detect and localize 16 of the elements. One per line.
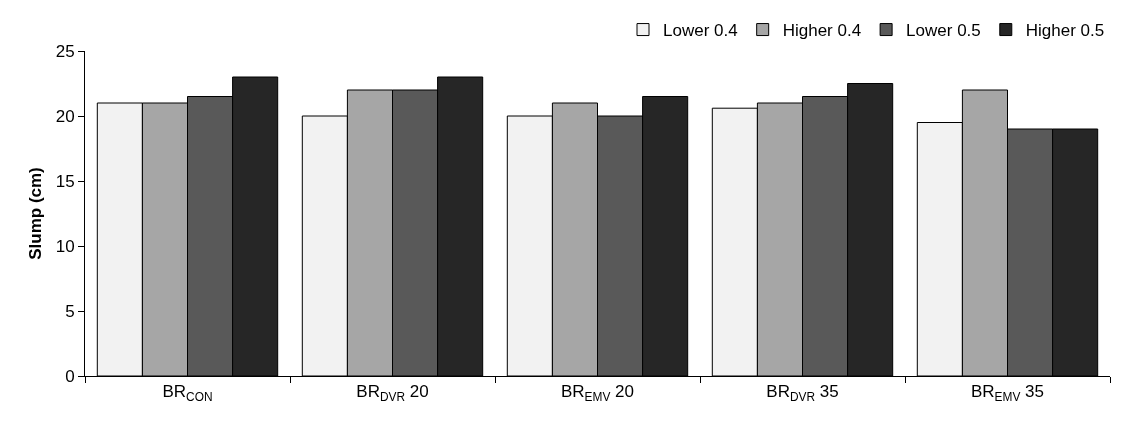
x-tick-label: BR$_{DVR}$ 20: [356, 382, 429, 404]
legend-label: Lower 0.4: [663, 21, 738, 41]
y-tick-label: 15: [55, 171, 75, 191]
x-tick-label: BR$_{CON}$: [162, 382, 213, 404]
y-tick-label: 20: [55, 106, 75, 126]
legend-label: Lower 0.5: [906, 21, 981, 41]
y-axis-title: Slump (cm): [26, 167, 45, 260]
y-tick-label: 10: [55, 236, 75, 256]
x-tick-label: BR$_{DVR}$ 35: [766, 382, 839, 404]
y-tick-label: 25: [55, 41, 75, 61]
legend-label: Higher 0.5: [1025, 21, 1105, 41]
x-tick-label: BR$_{EMV}$ 35: [970, 382, 1045, 404]
x-tick-label: BR$_{EMV}$ 20: [560, 382, 635, 404]
y-tick-label: 0: [65, 366, 75, 386]
y-tick-label: 5: [65, 301, 75, 321]
legend-label: Higher 0.4: [782, 21, 862, 41]
